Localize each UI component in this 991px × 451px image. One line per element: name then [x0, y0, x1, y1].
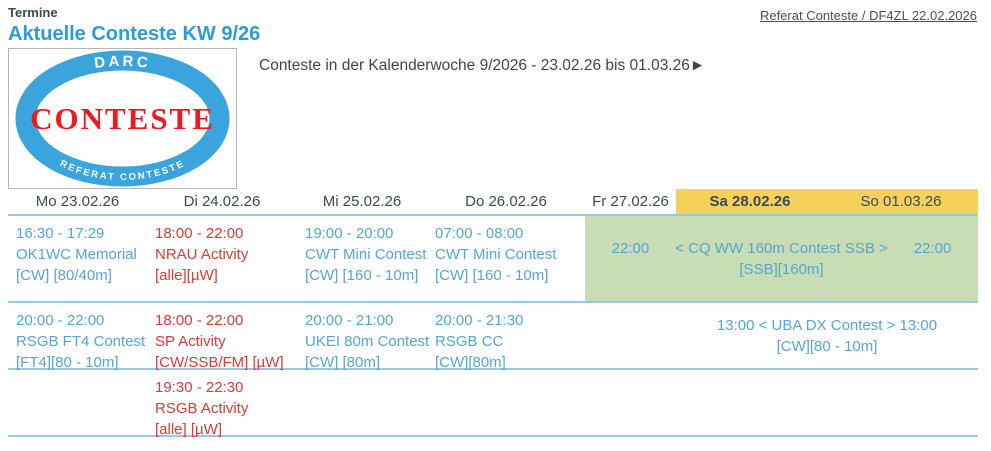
- calendar-row-3: 19:30 - 22:30 RSGB Activity [alle] [µW]: [8, 370, 978, 438]
- contest-time: 19:00 - 20:00: [305, 225, 394, 242]
- empty-cell: [427, 370, 585, 435]
- contest-cell: 16:30 - 17:29 OK1WC Memorial [CW] [80/40…: [8, 216, 147, 301]
- referat-conteste-link[interactable]: Referat Conteste / DF4ZL 22.02.2026: [759, 8, 977, 23]
- contest-name: CWT Mini Contest: [305, 246, 427, 263]
- contest-tags: [CW/SSB/FM] [µW]: [155, 354, 284, 371]
- contest-cell: 20:00 - 21:30 RSGB CC [CW][80m]: [427, 303, 585, 371]
- contest-cell: 20:00 - 21:00 UKEI 80m Contest [CW] [80m…: [297, 303, 430, 371]
- logo-conteste-text: CONTESTE: [30, 101, 215, 136]
- contest-tags: [alle] [µW]: [155, 421, 222, 438]
- day-header-sa: Sa 28.02.26: [676, 189, 824, 214]
- contest-name: UKEI 80m Contest: [305, 333, 430, 350]
- day-header-di: Di 24.02.26: [183, 193, 261, 210]
- contest-tags: [CW][80m]: [435, 354, 506, 371]
- contest-start-time: 22:00: [611, 239, 650, 257]
- contest-span-line: 13:00 < UBA DX Contest > 13:00: [716, 316, 938, 334]
- contest-time: 20:00 - 21:00: [305, 312, 394, 329]
- contest-tags: [CW] [160 - 10m]: [305, 267, 419, 284]
- darc-conteste-logo: DARC CONTESTE REFERAT CONTESTE: [8, 48, 237, 189]
- contest-cell-merged-uba: 13:00 < UBA DX Contest > 13:00 [CW][80 -…: [676, 303, 978, 368]
- next-week-arrow[interactable]: ►: [689, 57, 706, 74]
- day-header-so: So 01.03.26: [824, 189, 978, 214]
- contest-name: RSGB CC: [435, 333, 504, 350]
- contest-cell-merged-cqww: 22:00 < CQ WW 160m Contest SSB > 22:00 […: [585, 216, 978, 301]
- intro-text: Conteste in der Kalenderwoche 9/2026 - 2…: [259, 57, 705, 75]
- day-header-mo: Mo 23.02.26: [35, 193, 120, 210]
- contest-tags: [FT4][80 - 10m]: [16, 354, 119, 371]
- contest-time: 16:30 - 17:29: [16, 225, 105, 242]
- contest-time: 07:00 - 08:00: [435, 225, 524, 242]
- day-header-mi: Mi 25.02.26: [322, 193, 402, 210]
- week-range-text: Conteste in der Kalenderwoche 9/2026 - 2…: [259, 57, 690, 74]
- contest-end-time: 22:00: [913, 239, 952, 257]
- contest-name: CWT Mini Contest: [435, 246, 557, 263]
- contest-name: NRAU Activity: [155, 246, 249, 263]
- top-bar: Termine Aktuelle Conteste KW 9/26 Refera…: [0, 0, 991, 46]
- contest-tags: [SSB][160m]: [739, 260, 824, 278]
- day-header-do: Do 26.02.26: [465, 193, 547, 210]
- contest-time: 18:00 - 22:00: [155, 225, 244, 242]
- contest-name: < CQ WW 160m Contest SSB >: [675, 239, 888, 257]
- empty-cell: [585, 303, 676, 368]
- contest-span-line: 22:00 < CQ WW 160m Contest SSB > 22:00: [612, 238, 952, 259]
- contest-tags: [CW][80 - 10m]: [776, 337, 878, 355]
- logo-svg: DARC CONTESTE REFERAT CONTESTE: [15, 50, 230, 187]
- contest-tags: [CW] [80m]: [305, 354, 381, 371]
- contest-name: SP Activity: [155, 333, 226, 350]
- contest-cell: 20:00 - 22:00 RSGB FT4 Contest [FT4][80 …: [8, 303, 147, 371]
- contest-cell: 19:00 - 20:00 CWT Mini Contest [CW] [160…: [297, 216, 427, 301]
- contest-calendar-table: Mo 23.02.26 Di 24.02.26 Mi 25.02.26 Do 2…: [8, 189, 978, 438]
- contest-cell: 18:00 - 22:00 NRAU Activity [alle][µW]: [147, 216, 297, 301]
- calendar-row-1: 16:30 - 17:29 OK1WC Memorial [CW] [80/40…: [8, 216, 978, 303]
- empty-cell: [8, 370, 147, 435]
- empty-cell: [676, 370, 824, 435]
- contest-cell: 19:30 - 22:30 RSGB Activity [alle] [µW]: [147, 370, 297, 438]
- contest-name: RSGB Activity: [155, 400, 249, 417]
- contest-tags: [alle][µW]: [155, 267, 218, 284]
- eyebrow: Termine: [8, 5, 58, 20]
- day-header-fr: Fr 27.02.26: [592, 193, 669, 210]
- logo-ring: [15, 50, 230, 187]
- contest-time: 20:00 - 22:00: [16, 312, 105, 329]
- contest-tags: [CW] [160 - 10m]: [435, 267, 549, 284]
- calendar-header-row: Mo 23.02.26 Di 24.02.26 Mi 25.02.26 Do 2…: [8, 189, 978, 216]
- empty-cell: [297, 370, 427, 435]
- contest-tags: [CW] [80/40m]: [16, 267, 112, 284]
- empty-cell: [824, 370, 978, 435]
- logo-darc-text: DARC: [93, 53, 151, 72]
- contest-cell: 07:00 - 08:00 CWT Mini Contest [CW] [160…: [427, 216, 585, 301]
- contest-time: 19:30 - 22:30: [155, 379, 244, 396]
- page-title: Aktuelle Conteste KW 9/26: [8, 23, 261, 45]
- contest-time: 20:00 - 21:30: [435, 312, 524, 329]
- contest-cell: 18:00 - 22:00 SP Activity [CW/SSB/FM] [µ…: [147, 303, 297, 371]
- contest-name: RSGB FT4 Contest: [16, 333, 146, 350]
- calendar-row-2: 20:00 - 22:00 RSGB FT4 Contest [FT4][80 …: [8, 303, 978, 371]
- contest-time: 18:00 - 22:00: [155, 312, 244, 329]
- intro-section: DARC CONTESTE REFERAT CONTESTE Conteste …: [8, 48, 991, 189]
- empty-cell: [585, 370, 676, 435]
- contest-name: OK1WC Memorial: [16, 246, 137, 263]
